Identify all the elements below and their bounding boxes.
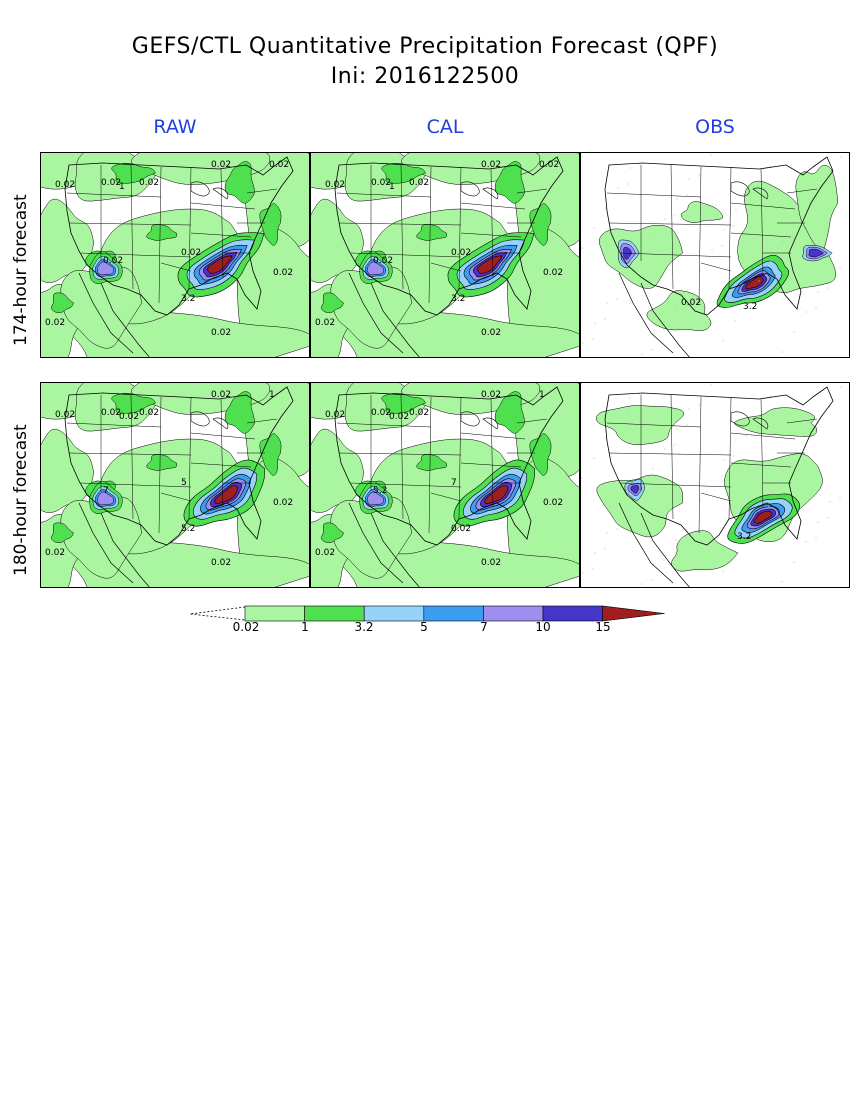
colorbar-bin [244, 605, 305, 622]
map-panel-raw-180: 0.02 0.02 0.02 0.02 0.02 1 5 7 5.2 0.02 0.02 0.02 [40, 382, 310, 588]
contour-label: 0.02 [325, 410, 346, 420]
contour-label: 0.02 [139, 408, 160, 418]
row-header-180: 180-hour forecast [11, 424, 31, 576]
contour-label: 3.2 [181, 294, 196, 304]
contour-label: 1 [389, 182, 395, 192]
contour-label: 0.02 [273, 498, 294, 508]
contour-label: 0.02 [543, 268, 564, 278]
map-panel-obs-180: 3.2 [580, 382, 850, 588]
contour-label: 0.02 [481, 558, 502, 568]
colorbar-bin [304, 605, 365, 622]
contour-label: 0.02 [119, 412, 140, 422]
contour-label: 5.2 [181, 524, 196, 534]
contour-label: 0.02 [371, 408, 392, 418]
contour-label: 0.02 [55, 180, 76, 190]
contour-label: 0.02 [371, 178, 392, 188]
map-panel-cal-174: 0.02 0.02 1 0.02 0.02 0.02 0.02 0.02 3.2 0.02 0.02… [310, 152, 580, 358]
contour-label: 0.02 [269, 160, 290, 170]
contour-label: 3.2 [451, 294, 466, 304]
contour-label: 0.02 [481, 328, 502, 338]
contour-label: 0.02 [409, 408, 430, 418]
colorbar [190, 605, 665, 622]
colorbar-bin [423, 605, 484, 622]
contour-label: 7 [451, 478, 457, 488]
contour-label: 0.02 [211, 390, 232, 400]
colorbar-label: 0.02 [232, 620, 260, 634]
contour-label: 0.02 [389, 412, 410, 422]
colorbar-label: 3.2 [354, 620, 374, 634]
chart-subtitle: Ini: 2016122500 [330, 64, 520, 89]
contour-label: 0.02 [543, 498, 564, 508]
contour-label: 0.02 [481, 160, 502, 170]
contour-label: 0.02 [101, 178, 122, 188]
colorbar-label: 15 [595, 620, 611, 634]
contour-label: 0.02 [539, 160, 560, 170]
colorbar-label: 1 [301, 620, 309, 634]
colorbar-bin [542, 605, 603, 622]
contour-label: 0.02 [409, 178, 430, 188]
contour-label: 0.02 [273, 268, 294, 278]
contour-label: 0.02 [211, 160, 232, 170]
contour-label: 0.02 [315, 318, 336, 328]
contour-label: 5.2 [373, 486, 388, 496]
contour-label: 0.02 [139, 178, 160, 188]
column-header-cal: CAL [426, 116, 464, 138]
contour-label: 0.02 [451, 524, 472, 534]
colorbar-label: 5 [420, 620, 428, 634]
contour-label: 0.02 [181, 248, 202, 258]
chart-title: GEFS/CTL Quantitative Precipitation Fore… [131, 34, 719, 59]
column-header-raw: RAW [153, 116, 197, 138]
contour-label: 1 [119, 182, 125, 192]
contour-label: 3.2 [743, 302, 758, 312]
contour-label: 1 [539, 390, 545, 400]
contour-label: 0.02 [211, 558, 232, 568]
contour-label: 0.02 [451, 248, 472, 258]
contour-label: 0.02 [681, 298, 702, 308]
contour-label: 0.02 [373, 256, 394, 266]
contour-label: 0.02 [481, 390, 502, 400]
contour-label: 1 [269, 390, 275, 400]
colorbar-bin [602, 605, 665, 622]
colorbar-label: 7 [480, 620, 488, 634]
contour-label: 0.02 [55, 410, 76, 420]
map-panel-raw-174: 0.02 0.02 1 0.02 0.02 0.02 0.02 0.02 3.2 0.02 0.02… [40, 152, 310, 358]
contour-label: 3.2 [737, 532, 752, 542]
colorbar-bin [363, 605, 425, 622]
colorbar-bin [483, 605, 544, 622]
map-panel-cal-180: 0.02 0.02 0.02 0.02 0.02 1 7 5.2 0.02 0.02 0.02 0.0… [310, 382, 580, 588]
contour-label: 7 [103, 486, 109, 496]
contour-label: 0.02 [45, 318, 66, 328]
contour-label: 0.02 [315, 548, 336, 558]
contour-label: 5 [181, 478, 187, 488]
contour-label: 0.02 [211, 328, 232, 338]
row-header-174: 174-hour forecast [11, 194, 31, 346]
contour-label: 0.02 [45, 548, 66, 558]
map-panel-obs-174: 3.2 0.02 [580, 152, 850, 358]
contour-label: 0.02 [101, 408, 122, 418]
contour-label: 0.02 [325, 180, 346, 190]
column-header-obs: OBS [695, 116, 735, 138]
contour-label: 0.02 [103, 256, 124, 266]
colorbar-label: 10 [535, 620, 551, 634]
